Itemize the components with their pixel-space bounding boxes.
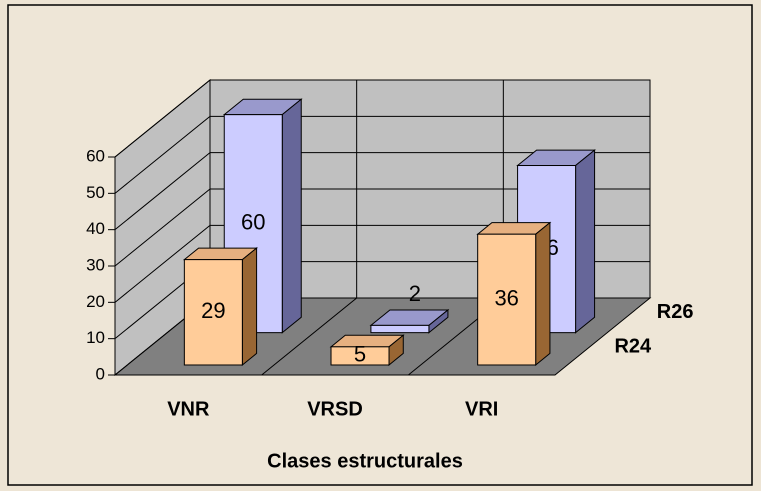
x-tick-label: VNR (167, 398, 210, 420)
category-divider (261, 80, 358, 376)
y-tick-label: 60 (86, 146, 105, 165)
y-tick-label: 10 (86, 328, 105, 347)
bar (370, 324, 430, 334)
value-label: 29 (201, 298, 225, 323)
y-tick-label: 30 (86, 255, 105, 274)
value-label: 36 (494, 285, 518, 310)
y-tick-label: 20 (86, 292, 105, 311)
y-tick-label: 0 (96, 364, 105, 383)
series-label: R24 (614, 335, 652, 357)
x-tick-label: VRSD (307, 398, 363, 420)
value-label: 2 (409, 281, 421, 306)
bar-side (241, 247, 258, 367)
bar-side (575, 149, 596, 334)
series-label: R26 (657, 301, 694, 323)
y-tick-label: 40 (86, 219, 105, 238)
x-tick-label: VRI (465, 398, 498, 420)
x-axis-title: Clases estructurales (267, 450, 463, 472)
bar (477, 233, 537, 366)
y-tick-label: 50 (86, 183, 105, 202)
bar (183, 259, 243, 366)
bar-side (281, 98, 302, 334)
value-label: 5 (354, 342, 366, 367)
bar-side (535, 221, 551, 367)
bar (330, 346, 390, 366)
value-label: 60 (241, 209, 265, 234)
